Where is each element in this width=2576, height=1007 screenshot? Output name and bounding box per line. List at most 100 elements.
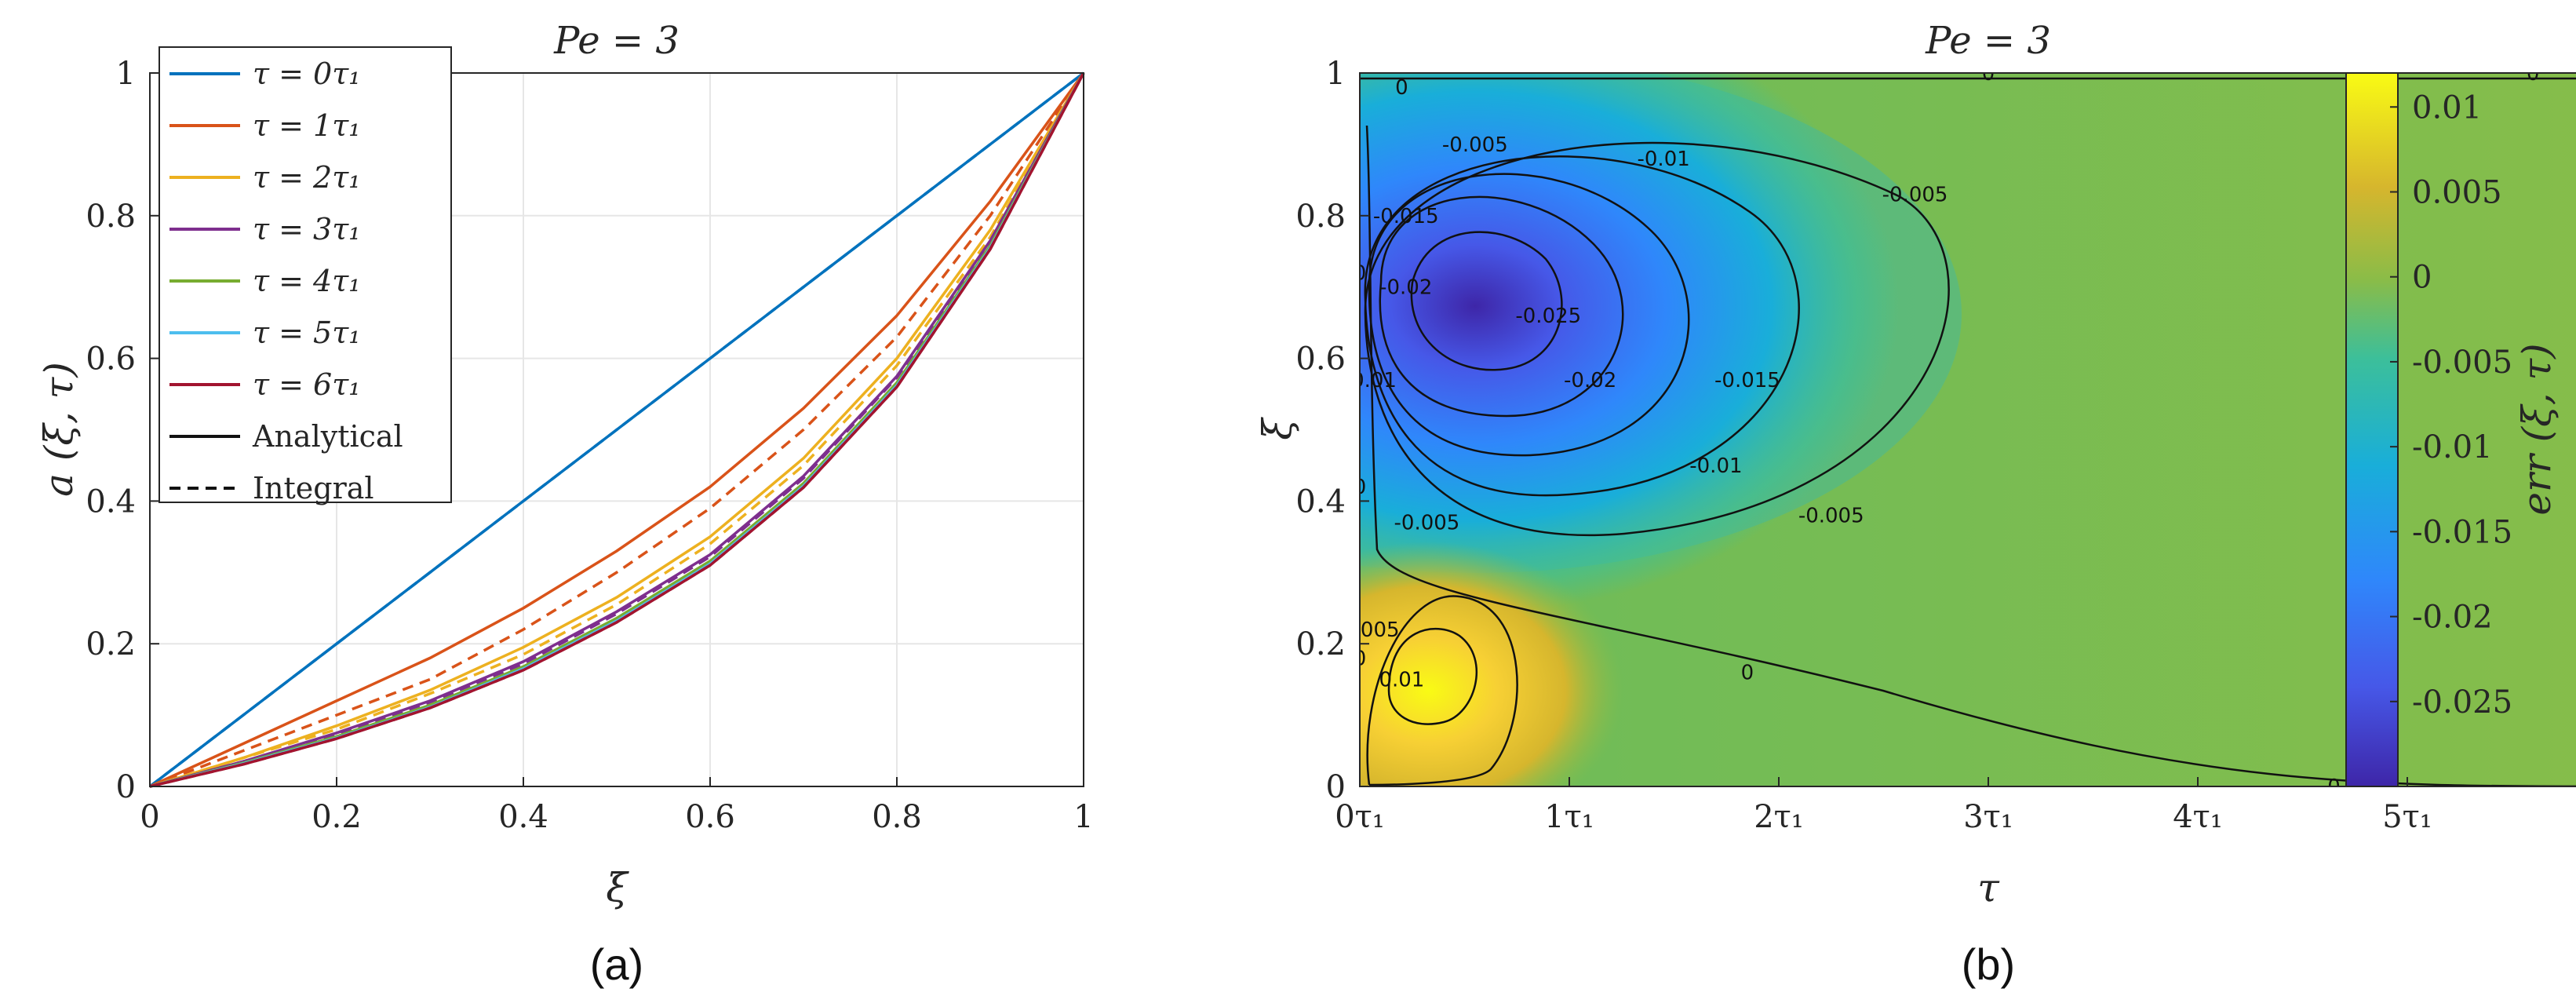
heatmap-positive-region (1360, 542, 1624, 786)
plot-a-title: Pe = 3 (553, 19, 680, 63)
contour-label-13: -0.01 (1689, 454, 1742, 478)
series-integral-6 (149, 72, 1085, 788)
series-analytical-2 (149, 72, 1085, 788)
tick-label-b-x-4: 4τ₁ (2173, 799, 2223, 835)
tick-label-b-y-4: 0.8 (1295, 199, 1346, 235)
legend-label-5: τ = 5τ₁ (253, 316, 360, 350)
contour-label-3: -0.005 (1442, 133, 1508, 157)
tick-label-x-0: 0 (140, 799, 159, 835)
plot-b-title: Pe = 3 (1925, 19, 2051, 63)
plot-a-legend: τ = 0τ₁ τ = 1τ₁ τ = 2τ₁ τ = 3τ₁ τ = 4τ₁ τ = 5… (158, 46, 452, 505)
panel-label-a: (a) (590, 940, 643, 989)
colorbar-label: err (ξ, τ) (2514, 343, 2560, 515)
contour-neg-0.015 (1368, 173, 1690, 457)
legend-label-4: τ = 4τ₁ (253, 264, 360, 298)
tick-label-x-3: 0.6 (685, 799, 735, 835)
tick-label-b-x-2: 2τ₁ (1754, 799, 1804, 835)
tick-label-y-4: 0.8 (86, 199, 136, 235)
contour-label-17: 0.005 (1341, 618, 1399, 642)
tick-label-y-0: 0 (116, 769, 136, 805)
panel-label-b: (b) (1962, 940, 2015, 989)
contour-label-7: -0.02 (1379, 276, 1432, 300)
contour-label-15: 0 (1354, 476, 1367, 499)
colorbar-tick-label-2: 0 (2412, 260, 2432, 296)
legend-label-3: τ = 3τ₁ (253, 212, 360, 246)
plot-b-x-label: τ (1977, 865, 2000, 910)
contour-label-19: 0.01 (1379, 669, 1424, 692)
heatmap-contour-labels: 0 0 0 -0.005 -0.01 -0.005 -0.015 -0.02 -0.025 0 -0… (1341, 62, 2540, 799)
colorbar-tick-label-4: -0.01 (2412, 429, 2493, 465)
series-integral-1 (149, 72, 1085, 788)
contour-label-12: -0.015 (1714, 369, 1780, 392)
colorbar-tick-label-6: -0.02 (2412, 600, 2493, 636)
series-integral-0 (148, 71, 1085, 788)
contour-label-21: 0 (2327, 775, 2341, 799)
colorbar-tick-label-1: 0.005 (2412, 175, 2502, 211)
plot-a-frame (149, 72, 1084, 787)
tick-label-b-x-5: 5τ₁ (2382, 799, 2432, 835)
legend-label-0: τ = 0τ₁ (253, 57, 360, 91)
contour-label-18: 0 (1354, 647, 1367, 670)
contour-label-8: -0.025 (1515, 305, 1581, 328)
tick-label-x-2: 0.4 (498, 799, 548, 835)
colorbar-ticks: 0.01 0.005 0 -0.005 -0.01 -0.015 -0.02 -0.025 (2390, 89, 2512, 721)
contour-label-14: -0.005 (1798, 505, 1864, 528)
tick-label-y-2: 0.4 (86, 483, 136, 520)
tick-label-x-1: 0.2 (312, 799, 362, 835)
plot-a-y-label: a (ξ, τ) (36, 362, 82, 497)
tick-label-y-5: 1 (116, 56, 136, 92)
legend-label-2: τ = 2τ₁ (253, 160, 360, 195)
contour-label-0: 0 (1395, 76, 1408, 100)
tick-label-b-x-3: 3τ₁ (1963, 799, 2013, 835)
tick-label-x-4: 0.8 (872, 799, 922, 835)
series-analytical-1 (149, 71, 1085, 788)
heatmap-negative-region (1360, 73, 1899, 612)
colorbar-tick-label-5: -0.015 (2412, 514, 2512, 550)
tick-label-b-x-1: 1τ₁ (1544, 799, 1594, 835)
contour-label-6: -0.015 (1373, 205, 1439, 228)
contour-zero-left (1365, 125, 2576, 786)
tick-label-b-y-2: 0.4 (1295, 483, 1346, 520)
contour-neg-0.02 (1379, 195, 1624, 418)
contour-label-10: -0.01 (1344, 369, 1397, 392)
legend-box (158, 46, 452, 503)
tick-label-b-y-3: 0.6 (1295, 341, 1346, 378)
contour-neg-0.01 (1364, 155, 1800, 497)
contour-neg-0.025 (1410, 231, 1563, 371)
colorbar-tick-label-0: 0.01 (2412, 89, 2482, 126)
contour-label-5: -0.005 (1882, 184, 1948, 207)
legend-label-extra-1: Integral (253, 471, 374, 505)
tick-label-x-5: 1 (1073, 799, 1093, 835)
contour-pos-0.01 (1387, 627, 1478, 725)
legend-label-6: τ = 6τ₁ (253, 367, 360, 402)
colorbar-tick-label-3: -0.005 (2412, 345, 2512, 381)
contour-neg-0.005 (1364, 141, 1950, 536)
tick-label-y-1: 0.2 (86, 626, 136, 662)
plot-a-ticks: 0 0.2 0.4 0.6 0.8 1 0 0.2 0.4 0.6 0.8 1 (86, 56, 1093, 835)
plot-b-ticks: 0τ₁1τ₁2τ₁3τ₁4τ₁5τ₁6τ₁00.20.40.60.81 (1295, 56, 2432, 835)
contour-label-16: -0.005 (1394, 512, 1460, 535)
contour-pos-0.005 (1366, 595, 1518, 786)
heatmap-contours (1360, 77, 2576, 786)
tick-label-b-x-0: 0τ₁ (1335, 799, 1385, 835)
colorbar (2345, 72, 2399, 787)
contour-label-1: 0 (1982, 62, 1995, 86)
legend-label-extra-0: Analytical (252, 419, 403, 454)
plot-a-series (148, 71, 1085, 788)
tick-label-y-3: 0.6 (86, 341, 136, 378)
plot-a-x-label: ξ (606, 865, 629, 910)
panel-b-heatmap: 0 0 0 -0.005 -0.01 -0.005 -0.015 -0.02 -0.025 0 -0… (1255, 19, 2576, 910)
colorbar-tick-label-7: -0.025 (2412, 684, 2512, 721)
plot-b-y-label: ξ (1255, 417, 1300, 440)
tick-label-b-y-5: 1 (1326, 56, 1346, 92)
series-integral-2 (149, 72, 1085, 788)
series-integral-3 (149, 72, 1085, 788)
contour-label-4: -0.01 (1638, 148, 1690, 171)
contour-label-2: 0 (2527, 62, 2540, 86)
contour-label-11: -0.02 (1564, 369, 1616, 392)
panel-a-line-chart: 0 0.2 0.4 0.6 0.8 1 0 0.2 0.4 0.6 0.8 1 Pe = 3 ξ a … (36, 19, 1094, 910)
legend-label-1: τ = 1τ₁ (253, 108, 360, 143)
tick-label-b-y-1: 0.2 (1295, 626, 1346, 662)
tick-label-b-y-0: 0 (1326, 769, 1346, 805)
